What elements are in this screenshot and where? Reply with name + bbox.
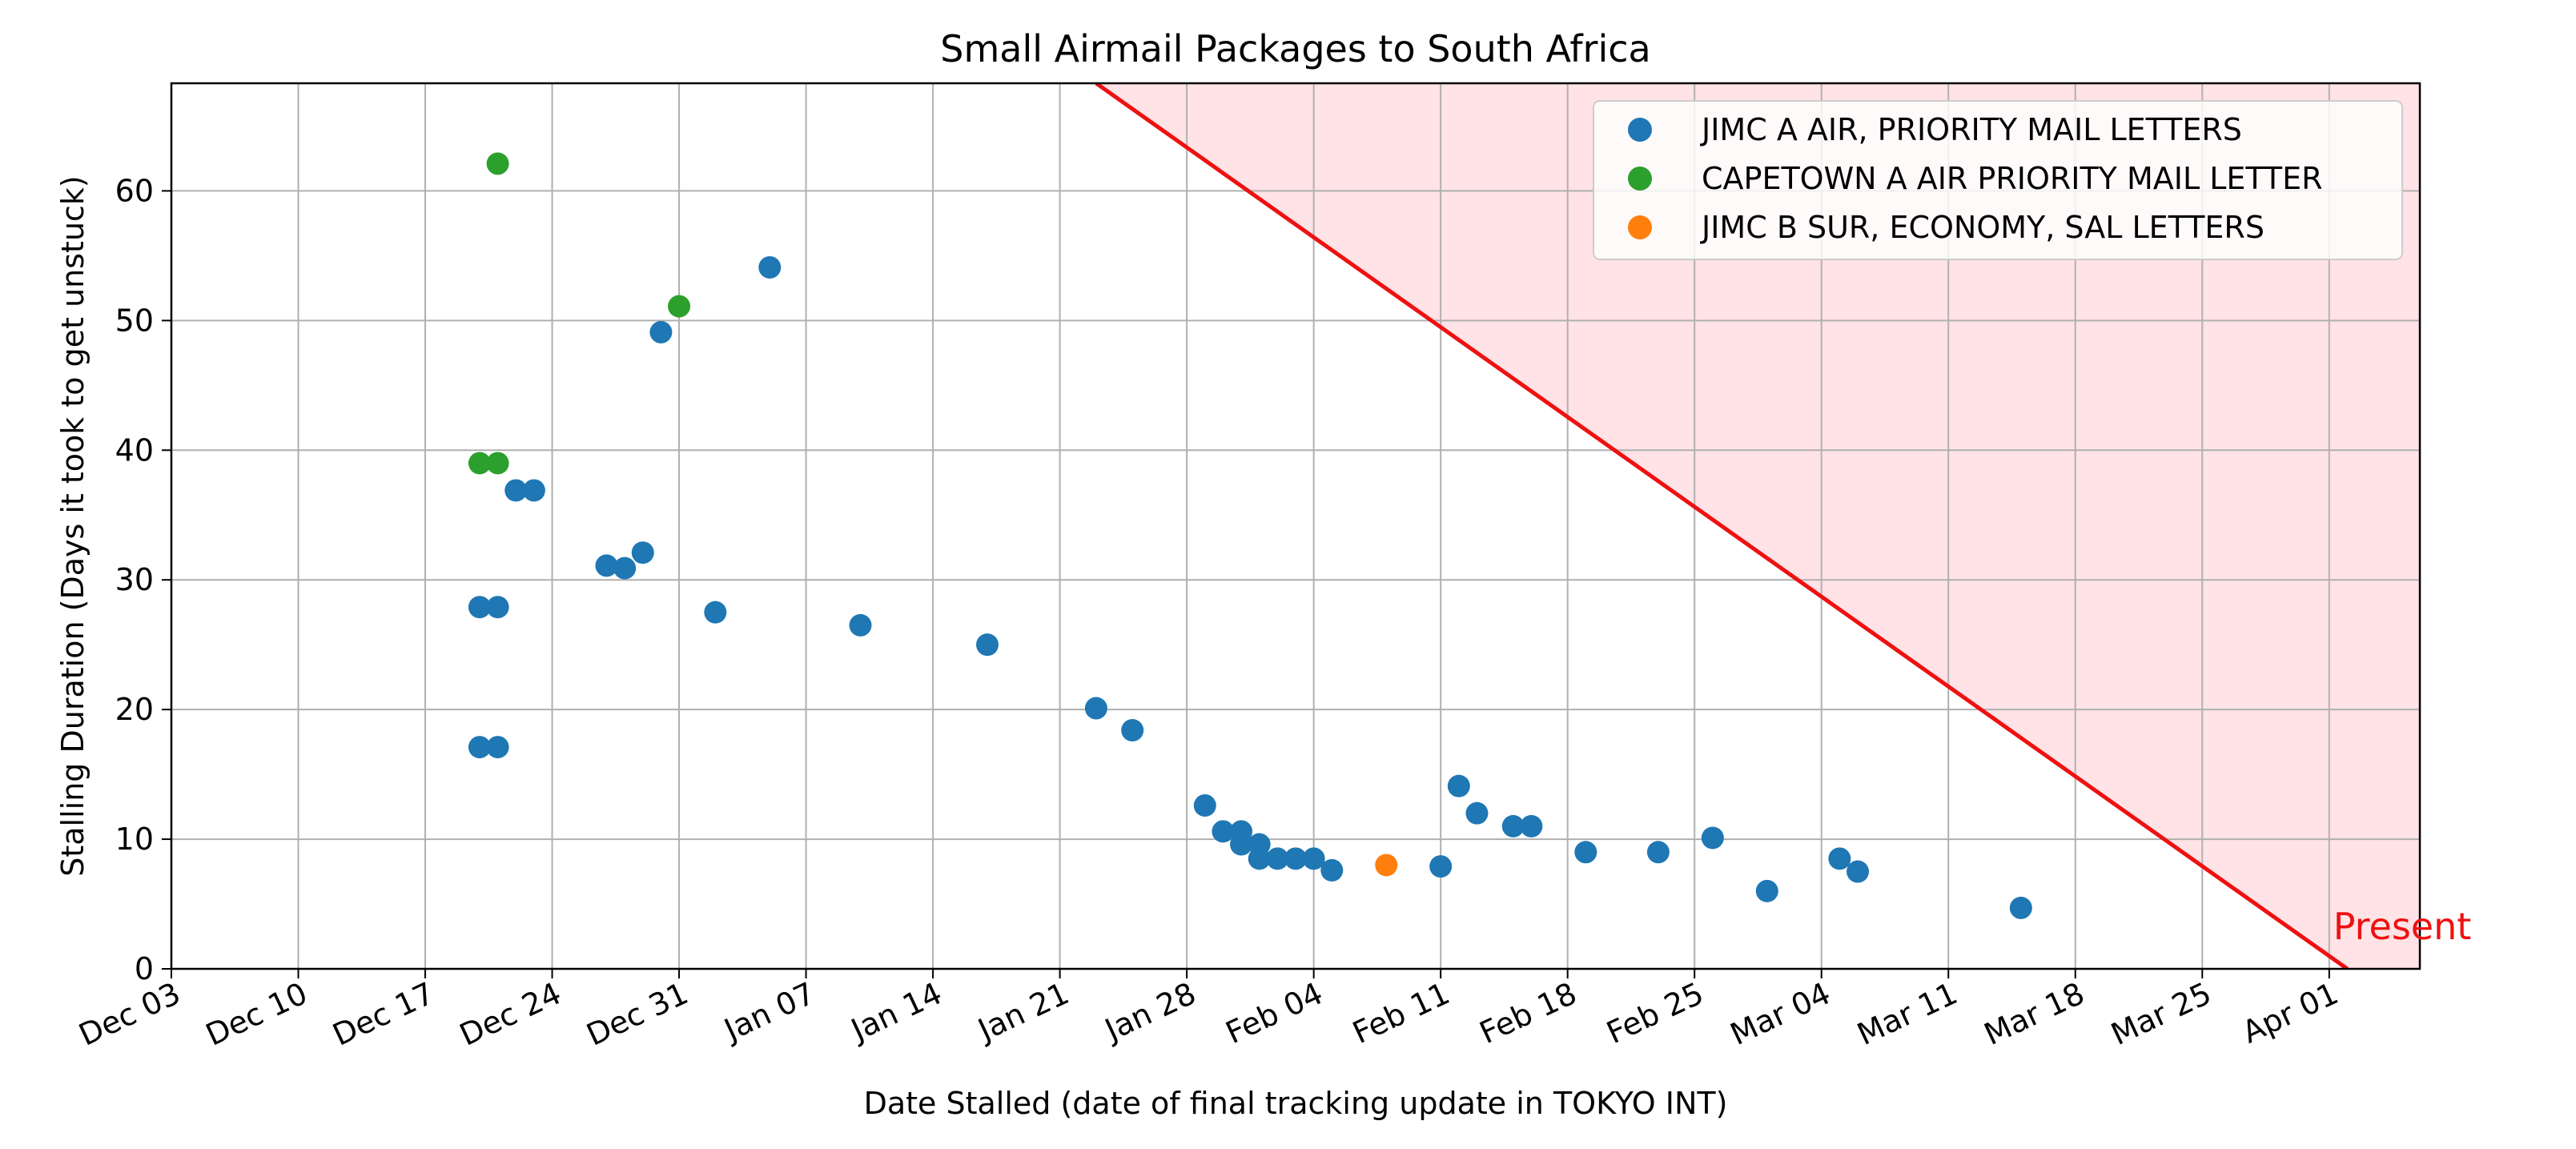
legend-box: [1593, 100, 2403, 260]
data-point: [1212, 820, 1235, 843]
data-point: [1465, 801, 1489, 825]
present-line: [1095, 83, 2349, 969]
data-point: [668, 295, 691, 318]
data-point: [1701, 826, 1724, 850]
data-point: [504, 479, 528, 502]
data-point: [486, 152, 509, 175]
data-point: [486, 452, 509, 475]
data-point: [1501, 814, 1525, 838]
data-point: [2009, 896, 2032, 919]
data-point: [976, 633, 999, 657]
data-point: [758, 255, 782, 279]
data-point: [486, 736, 509, 759]
data-point: [1266, 847, 1289, 870]
present-region: [1095, 83, 2420, 969]
y-tick-label: 10: [115, 822, 154, 857]
legend-label: CAPETOWN A AIR PRIORITY MAIL LETTER: [1702, 161, 2323, 196]
y-axis-label: Stalling Duration (Days it took to get u…: [55, 175, 90, 877]
data-point: [849, 613, 872, 637]
data-point: [613, 556, 637, 580]
data-point: [1520, 814, 1543, 838]
data-point: [1320, 858, 1344, 882]
y-tick-label: 50: [115, 303, 154, 338]
data-point: [1375, 854, 1398, 877]
data-point: [522, 479, 545, 502]
legend-label: JIMC A AIR, PRIORITY MAIL LETTERS: [1700, 112, 2242, 147]
data-point: [649, 320, 673, 343]
data-point: [1230, 833, 1253, 856]
y-tick-label: 40: [115, 432, 154, 468]
present-label: Present: [2333, 905, 2472, 948]
plot-frame: [170, 82, 2421, 970]
scatter-points: [468, 152, 2032, 919]
legend: JIMC A AIR, PRIORITY MAIL LETTERS CAPETOW…: [1593, 100, 2403, 260]
y-tick-label: 0: [135, 951, 154, 986]
data-point: [1447, 774, 1470, 797]
data-point: [1193, 793, 1216, 817]
data-point: [1755, 879, 1778, 902]
data-point: [704, 601, 727, 624]
data-point: [631, 541, 654, 564]
x-axis-label: Date Stalled (date of final tracking upd…: [864, 1086, 1728, 1121]
legend-marker: [1628, 167, 1652, 191]
data-point: [1646, 841, 1670, 864]
y-tick-label: 60: [115, 173, 154, 208]
data-point: [1084, 697, 1107, 720]
data-point: [1828, 847, 1851, 870]
data-point: [1284, 847, 1307, 870]
data-point: [1121, 719, 1144, 742]
data-point: [1302, 847, 1325, 870]
legend-marker: [1628, 118, 1652, 142]
y-tick-label: 20: [115, 692, 154, 727]
y-tick-label: 30: [115, 562, 154, 597]
data-point: [468, 596, 491, 619]
legend-label: JIMC B SUR, ECONOMY, SAL LETTERS: [1700, 210, 2265, 245]
data-point: [595, 554, 618, 577]
data-point: [1574, 841, 1597, 864]
data-point: [486, 596, 509, 619]
data-point: [468, 452, 491, 475]
data-point: [1248, 847, 1271, 870]
data-point: [468, 736, 491, 759]
data-point: [1847, 860, 1869, 883]
legend-marker: [1628, 215, 1652, 239]
data-point: [1429, 855, 1453, 878]
y-axis: 0 10 20 30 40 50 60: [115, 173, 171, 986]
chart-title: Small Airmail Packages to South Africa: [940, 27, 1650, 70]
